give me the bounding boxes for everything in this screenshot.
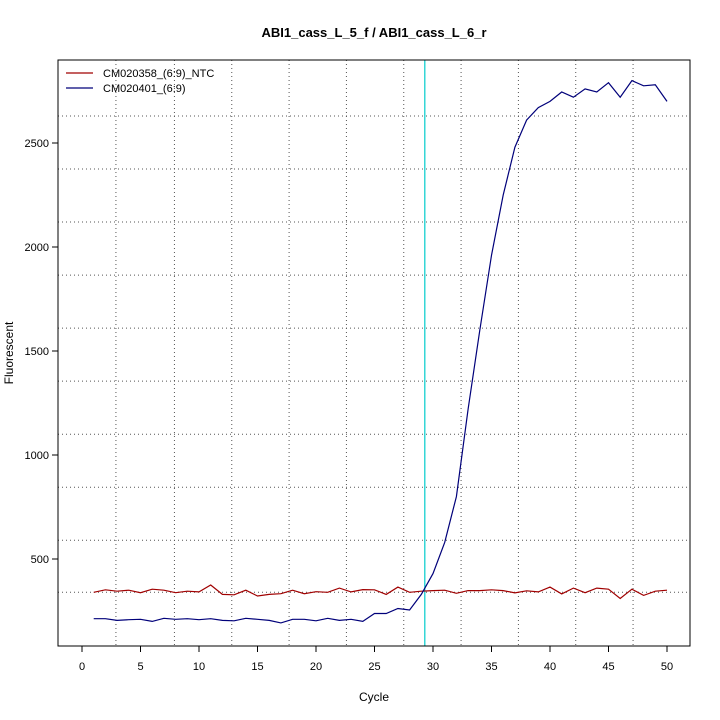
x-axis-title: Cycle [359, 690, 389, 704]
y-axis: 500 1000 1500 2000 2500 [25, 138, 59, 566]
x-tick-label: 25 [368, 661, 380, 673]
x-tick-label: 5 [137, 661, 143, 673]
x-tick-label: 20 [310, 661, 322, 673]
legend: CM020358_(6:9)_NTC CM020401_(6:9) [66, 68, 214, 95]
y-tick-label: 500 [31, 554, 49, 566]
series-line-1 [93, 584, 668, 600]
x-tick-label: 35 [485, 661, 497, 673]
y-tick-label: 1500 [25, 346, 49, 358]
y-tick-label: 1000 [25, 450, 49, 462]
y-axis-title: Fluorescent [2, 321, 16, 384]
plot-frame [57, 59, 691, 647]
x-tick-label: 10 [193, 661, 205, 673]
x-axis: 0 5 10 15 20 25 30 35 40 45 50 [79, 645, 673, 673]
grid [58, 60, 690, 646]
x-tick-label: 30 [427, 661, 439, 673]
legend-label: CM020401_(6:9) [103, 83, 186, 95]
x-tick-label: 15 [251, 661, 263, 673]
x-tick-label: 50 [661, 661, 673, 673]
x-tick-label: 0 [79, 661, 85, 673]
x-tick-label: 45 [602, 661, 614, 673]
series-line-2 [93, 79, 668, 624]
y-tick-label: 2000 [25, 242, 49, 254]
series-group [93, 79, 668, 624]
legend-label: CM020358_(6:9)_NTC [103, 68, 214, 80]
x-tick-label: 40 [544, 661, 556, 673]
chart-title: ABI1_cass_L_5_f / ABI1_cass_L_6_r [262, 25, 487, 40]
y-tick-label: 2500 [25, 138, 49, 150]
